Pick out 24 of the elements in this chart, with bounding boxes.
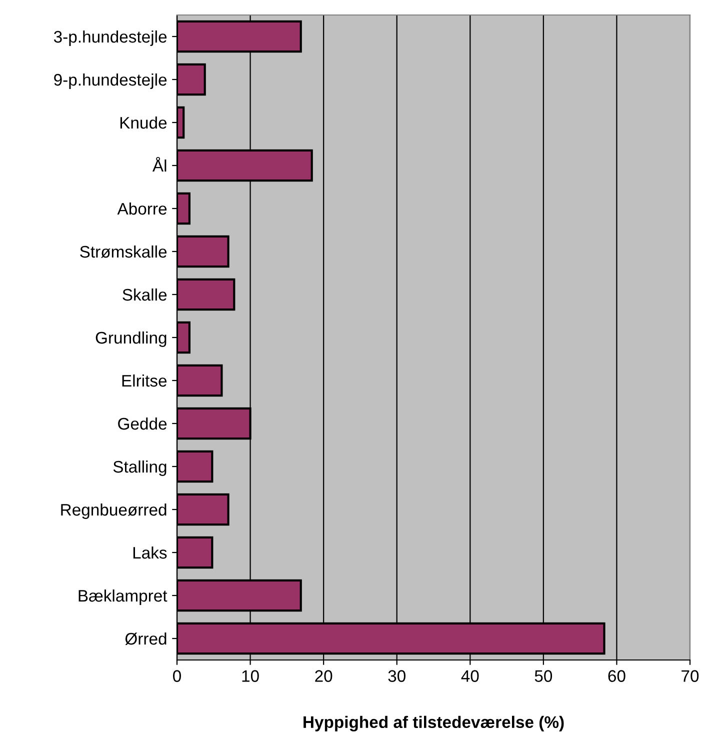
y-tick-label: Elritse xyxy=(122,374,167,387)
y-tick-label: 9-p.hundestejle xyxy=(54,73,167,89)
x-tick-label: 20 xyxy=(315,670,332,682)
y-tick-label: Ørred xyxy=(125,632,166,645)
x-tick-label: 50 xyxy=(534,670,552,682)
x-tick-label: 10 xyxy=(242,670,259,682)
x-tick-label: 0 xyxy=(173,670,181,682)
y-tick-label: Regnbueørred xyxy=(61,503,166,519)
x-tick-label: 40 xyxy=(461,670,479,682)
x-tick-label: 60 xyxy=(608,670,626,682)
y-tick-label: 3-p.hundestejle xyxy=(54,30,167,46)
x-tick-label: 70 xyxy=(682,670,699,682)
y-tick-label: Stalling xyxy=(113,460,166,476)
y-tick-label: Knude xyxy=(120,116,167,129)
y-tick-label: Bæklampret xyxy=(78,589,168,605)
y-tick-label: Laks xyxy=(133,546,167,559)
x-axis-title: Hyppighed af tilstedeværelse (%) xyxy=(304,716,564,732)
y-tick-label: Strømskalle xyxy=(80,245,167,258)
y-tick-label: Skalle xyxy=(122,288,167,301)
x-tick-label: 30 xyxy=(388,670,406,682)
y-tick-label: Grundling xyxy=(96,331,166,347)
y-tick-label: Aborre xyxy=(117,202,167,215)
y-tick-label: Ål xyxy=(152,156,166,172)
y-tick-label: Gedde xyxy=(118,417,167,430)
